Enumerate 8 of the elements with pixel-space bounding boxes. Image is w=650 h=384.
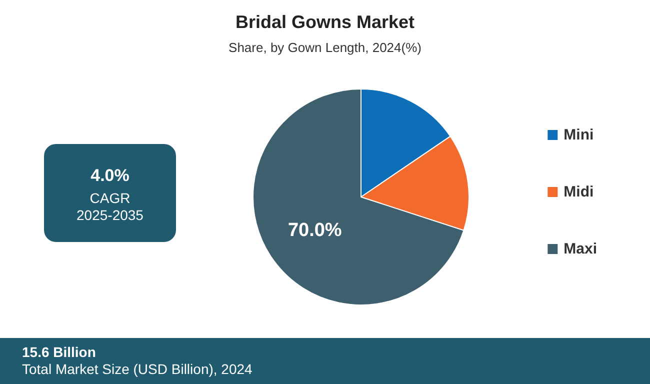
chart-title: Bridal Gowns Market <box>235 12 415 32</box>
legend-label: Maxi <box>564 240 598 258</box>
card: 4.0% CAGR 2025-2035 <box>44 144 176 242</box>
data-label: 70.0% <box>288 220 342 242</box>
chart-subtitle: Share, by Gown Length, 2024(%) <box>228 40 422 55</box>
legend-label: Midi <box>564 184 594 200</box>
legend-label: Mini <box>564 126 594 144</box>
footer-banner: 15.6 Billion Total Market Size (USD Billion), 2024 <box>0 338 650 384</box>
